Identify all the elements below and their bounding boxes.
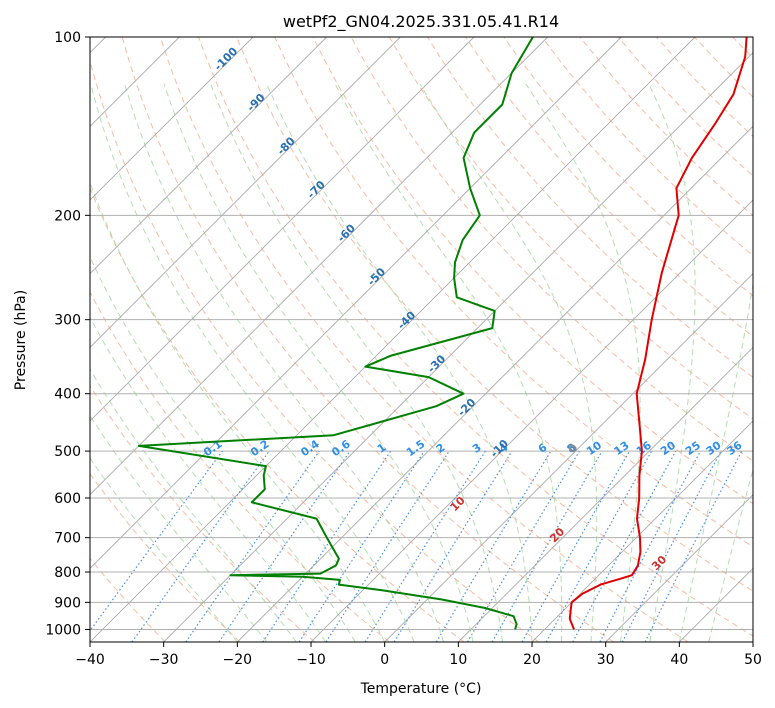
x-tick-label: 0 [380, 652, 389, 668]
background-lines [90, 37, 775, 642]
isotherm [90, 37, 622, 569]
mixing-ratio-line [572, 450, 677, 642]
isotherm [163, 52, 753, 642]
isotherm [605, 494, 753, 642]
axes: −40 −30 −20 −10 0 10 20 30 40 50 100 200 300 400 500 60… [45, 30, 762, 668]
x-tick-label: −10 [296, 652, 326, 668]
dry-adiabat [312, 37, 753, 505]
y-tick-label: 400 [54, 387, 81, 403]
isotherm [90, 37, 548, 496]
moist-adiabat [90, 457, 238, 642]
dry-adiabat [426, 37, 753, 378]
x-axis-title: Temperature (°C) [360, 681, 482, 697]
x-tick-label: −20 [223, 652, 253, 668]
moist-adiabat [90, 316, 327, 642]
dry-adiabat [388, 37, 753, 420]
y-tick-label: 900 [54, 595, 81, 611]
mixing-ratio-line [325, 450, 450, 642]
isotherm [531, 420, 753, 642]
dry-adiabat [274, 37, 753, 548]
y-tick-label: 1000 [45, 622, 81, 638]
dry-adiabat [236, 37, 753, 592]
y-tick-label: 300 [54, 313, 81, 329]
moist-adiabat [334, 83, 563, 642]
isotherm [90, 37, 401, 348]
y-tick-label: 700 [54, 531, 81, 547]
moist-adiabat [210, 83, 503, 642]
x-tick-label: 10 [449, 652, 467, 668]
dry-adiabat [771, 37, 775, 642]
isotherm [90, 37, 475, 422]
moist-adiabat [419, 83, 598, 642]
dry-adiabat [90, 59, 540, 642]
mixing-ratio-line [131, 450, 270, 642]
plot-frame [89, 36, 754, 643]
dewpoint-profile [137, 37, 534, 630]
moist-adiabat [90, 368, 297, 642]
mixing-ratio-line [521, 450, 631, 642]
mixing-ratio-line [545, 450, 653, 642]
y-tick-label: 200 [54, 208, 81, 224]
isotherm [310, 199, 753, 642]
moist-adiabat [648, 83, 696, 642]
y-tick-label: 500 [54, 444, 81, 460]
dry-adiabat [465, 37, 753, 338]
moist-adiabat [266, 83, 533, 642]
x-tick-label: −40 [75, 652, 105, 668]
dry-adiabat-label: 40 [758, 581, 775, 601]
x-tick-label: −30 [149, 652, 179, 668]
y-tick-label: 800 [54, 565, 81, 581]
x-tick-label: 30 [597, 652, 615, 668]
x-tick-label: 20 [523, 652, 541, 668]
mixing-ratio-line [185, 450, 320, 642]
isotherm [752, 641, 753, 642]
moist-adiabat [525, 83, 641, 642]
moist-adiabat [708, 467, 753, 642]
temperature-profile [568, 37, 748, 630]
y-tick-label: 600 [54, 491, 81, 507]
dry-adiabat [159, 37, 689, 642]
mixing-ratio-line [218, 450, 351, 642]
isotherm [384, 273, 753, 642]
y-axis-title: Pressure (hPa) [13, 290, 29, 390]
moist-adiabat [90, 414, 268, 642]
y-tick-label: 100 [54, 30, 81, 46]
isotherm [237, 125, 753, 642]
isotherm [90, 37, 254, 201]
isotherm [90, 37, 696, 642]
chart-title: wetPf2_GN04.2025.331.05.41.R14 [283, 12, 559, 32]
profile-lines [137, 37, 748, 630]
dry-adiabat [503, 37, 753, 297]
x-tick-label: 40 [670, 652, 688, 668]
plot-background [90, 37, 753, 642]
dry-adiabat [350, 37, 753, 462]
moist-adiabat [124, 83, 445, 642]
dry-adiabat [90, 472, 241, 642]
dry-adiabat [90, 291, 390, 642]
isotherm [90, 37, 327, 275]
moist-adiabat [90, 83, 415, 642]
x-tick-label: 50 [744, 652, 762, 668]
mixing-ratio-line [644, 450, 743, 642]
moist-adiabat [90, 181, 386, 642]
isotherm [458, 346, 753, 642]
moist-adiabat [678, 280, 753, 642]
mixing-ratio-line [393, 450, 513, 642]
mixing-ratio-line [90, 450, 223, 632]
moist-adiabat [90, 255, 356, 642]
dry-adiabat [121, 37, 614, 642]
mixing-ratio-line [262, 450, 392, 642]
mixing-ratio-line [298, 450, 425, 642]
dry-adiabat [90, 384, 316, 642]
moist-adiabat [163, 83, 474, 642]
